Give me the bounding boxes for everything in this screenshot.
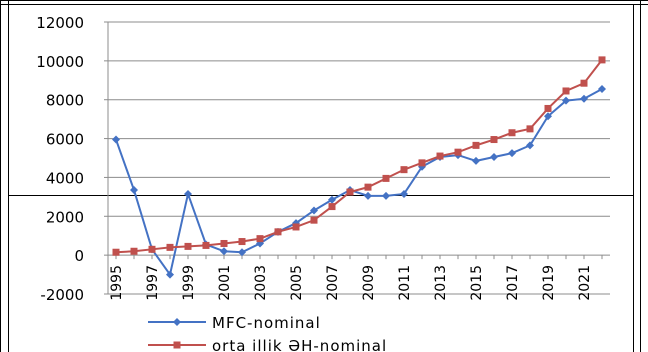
data-point: [112, 135, 120, 144]
y-tick-label: 10000: [36, 53, 84, 71]
data-point: [454, 148, 462, 156]
legend: MFC-nominal orta illik ƏH-nominal: [148, 314, 387, 352]
y-tick-label: 6000: [46, 131, 84, 149]
axes: [104, 21, 610, 295]
x-tick-label: 2001: [217, 265, 233, 301]
y-tick-label: 0: [74, 247, 84, 265]
data-point: [346, 188, 354, 196]
data-point: [220, 239, 228, 247]
data-point: [526, 125, 534, 133]
data-point: [508, 149, 516, 158]
x-tick-label: 2003: [253, 265, 269, 301]
data-point: [562, 87, 570, 95]
y-tick-label: -2000: [40, 286, 84, 304]
data-point: [382, 174, 390, 182]
legend-label-2: orta illik ƏH-nominal: [212, 337, 387, 352]
x-tick-label: 2005: [289, 265, 305, 301]
data-point: [472, 141, 480, 149]
data-point: [418, 159, 426, 167]
data-point: [166, 243, 174, 251]
data-point: [580, 94, 588, 103]
panel-bottom-divider: [8, 195, 633, 196]
x-tick-label: 2015: [469, 265, 485, 301]
y-tick-label: 12000: [36, 14, 84, 32]
data-point: [130, 186, 138, 195]
data-point: [562, 96, 570, 105]
data-point: [472, 156, 480, 165]
y-tick-labels: -2000 0 2000 4000 6000 8000 10000 12000: [36, 14, 84, 304]
y-tick-label: 4000: [46, 169, 84, 187]
series-line-2: [115, 59, 603, 254]
data-point: [130, 247, 138, 255]
data-point: [364, 183, 372, 191]
x-tick-label: 2019: [541, 265, 557, 301]
data-point: [184, 189, 192, 198]
frame-left-border: [0, 0, 1, 352]
data-point: [508, 129, 516, 137]
data-point: [166, 270, 174, 279]
series-line-1: [115, 88, 603, 277]
panel-top-divider: [0, 4, 648, 5]
x-tick-label: 1997: [145, 265, 161, 301]
data-point: [256, 235, 264, 243]
frame-right-border: [640, 0, 641, 352]
y-tick-label: 8000: [46, 92, 84, 110]
data-point: [580, 79, 588, 87]
x-tick-label: 2013: [433, 265, 449, 301]
legend-marker-1: [173, 318, 181, 326]
x-tick-label: 2009: [361, 265, 377, 301]
data-point: [292, 223, 300, 231]
data-point: [400, 166, 408, 174]
legend-label-1: MFC-nominal: [212, 314, 321, 332]
data-point: [364, 191, 372, 200]
data-point: [526, 141, 534, 150]
data-point: [382, 191, 390, 200]
x-tick-label: 2017: [505, 265, 521, 301]
y-tick-label: 2000: [46, 208, 84, 226]
data-point: [238, 248, 246, 257]
data-point: [310, 216, 318, 224]
series: [112, 56, 606, 279]
x-tick-label: 1995: [109, 265, 125, 301]
data-point: [544, 104, 552, 112]
x-tick-label: 2021: [577, 265, 593, 301]
panel-left-divider: [8, 0, 9, 352]
data-point: [490, 153, 498, 162]
panel-right-divider: [633, 4, 634, 352]
data-point: [184, 242, 192, 250]
data-point: [544, 112, 552, 121]
data-point: [598, 56, 606, 64]
data-point: [400, 189, 408, 198]
data-point: [238, 238, 246, 246]
x-tick-label: 2011: [397, 265, 413, 301]
data-point: [112, 248, 120, 256]
legend-marker-2: [173, 341, 181, 349]
x-tick-label: 1999: [181, 265, 197, 301]
data-point: [490, 136, 498, 144]
x-tick-label: 2007: [325, 265, 341, 301]
data-point: [436, 152, 444, 160]
data-point: [148, 245, 156, 253]
frame-top-border: [0, 0, 648, 1]
data-point: [328, 195, 336, 204]
data-point: [310, 206, 318, 215]
data-point: [598, 85, 606, 94]
gridlines: [108, 21, 610, 295]
data-point: [274, 228, 282, 236]
data-point: [220, 247, 228, 256]
data-point: [202, 241, 210, 249]
x-tick-labels: 1995 1997 1999 2001 2003 2005 2007 2009 2011 2013…: [109, 265, 593, 301]
data-point: [328, 203, 336, 211]
